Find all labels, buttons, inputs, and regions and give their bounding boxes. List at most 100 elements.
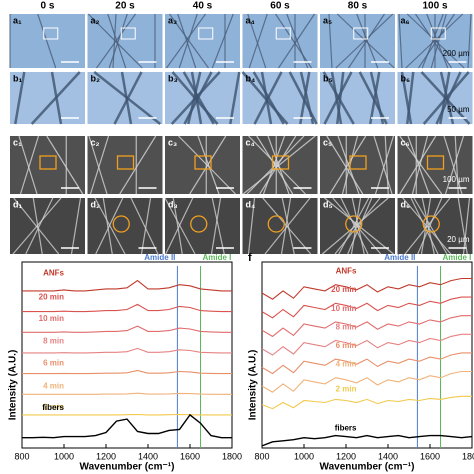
fiber xyxy=(384,135,389,195)
fiber xyxy=(248,135,306,195)
fiber xyxy=(324,197,394,255)
fiber xyxy=(358,71,388,125)
fiber xyxy=(407,135,430,195)
series-label: 2 min xyxy=(336,384,357,393)
series-label: fibers xyxy=(335,424,357,433)
fiber xyxy=(187,71,202,125)
fiber xyxy=(253,71,283,125)
panel-label: b₁ xyxy=(13,73,22,83)
fibers xyxy=(328,13,395,69)
fiber xyxy=(467,13,472,69)
series-label: 10 min xyxy=(331,304,356,313)
fiber xyxy=(421,13,444,69)
fiber xyxy=(405,13,464,69)
x-axis-label: Wavenumber (cm⁻¹) xyxy=(320,462,415,473)
roi-box xyxy=(349,155,367,170)
fiber xyxy=(246,135,305,195)
fiber xyxy=(178,13,198,69)
reference-label: Amide II xyxy=(144,253,175,262)
fiber xyxy=(177,13,197,69)
micrograph xyxy=(87,14,163,68)
fiber xyxy=(444,135,465,195)
fiber xyxy=(247,197,256,255)
roi-box xyxy=(275,27,291,40)
fiber xyxy=(443,135,463,195)
x-tick-label: 800 xyxy=(14,451,29,461)
time-label: 0 s xyxy=(41,1,55,12)
fiber xyxy=(46,135,84,195)
panel-label: d₁ xyxy=(13,199,22,209)
series-label: 4 min xyxy=(336,360,357,369)
fiber xyxy=(439,71,451,125)
micrograph xyxy=(165,72,240,124)
panel-label: d₃ xyxy=(168,199,178,209)
x-tick-label: 1800 xyxy=(462,451,474,461)
fibers xyxy=(166,13,234,69)
series-label: fibers xyxy=(42,403,64,412)
panel-label: d₄ xyxy=(246,199,256,209)
fibers xyxy=(321,197,394,255)
fibers xyxy=(88,135,157,195)
series-label: ANFs xyxy=(43,269,64,278)
scale-label: 100 µm xyxy=(443,175,470,184)
fiber xyxy=(119,135,157,195)
fibers xyxy=(247,197,312,255)
fiber xyxy=(30,71,81,125)
fibers xyxy=(14,71,81,125)
spectrum xyxy=(22,325,232,333)
spectrum xyxy=(261,277,472,300)
fiber xyxy=(112,13,117,69)
fiber xyxy=(336,13,395,69)
fiber xyxy=(102,197,113,255)
reference-label: Amide I xyxy=(203,253,232,262)
spectrum xyxy=(261,370,472,393)
roi-box xyxy=(426,155,445,170)
fiber xyxy=(229,71,241,125)
fiber xyxy=(406,13,465,69)
fiber xyxy=(25,197,54,255)
roi-box xyxy=(120,27,136,40)
x-tick-label: 1200 xyxy=(336,451,356,461)
fiber xyxy=(169,13,209,69)
fiber xyxy=(374,135,395,195)
fibers xyxy=(402,197,471,255)
fiber xyxy=(321,197,389,255)
panel-label: c₆ xyxy=(401,137,410,147)
fiber xyxy=(426,13,449,69)
fiber xyxy=(178,135,236,195)
fiber xyxy=(197,135,220,195)
panel-label: b₅ xyxy=(323,73,333,83)
panel-label: c₁ xyxy=(13,137,22,147)
fiber xyxy=(262,197,312,255)
fiber xyxy=(211,13,234,69)
fibers xyxy=(241,71,318,125)
fiber xyxy=(337,135,360,195)
roi-circle xyxy=(345,215,363,233)
x-tick-label: 1200 xyxy=(96,451,116,461)
spectrum xyxy=(261,315,472,338)
spectrum xyxy=(22,413,232,439)
panel-label: c₂ xyxy=(91,137,100,147)
fiber xyxy=(248,13,268,69)
x-tick-label: 1400 xyxy=(138,451,158,461)
fiber xyxy=(338,197,370,255)
roi-circle xyxy=(422,215,440,233)
fiber xyxy=(332,197,382,255)
spectrum xyxy=(261,333,472,356)
fibers xyxy=(170,71,241,125)
fibers xyxy=(247,13,315,69)
panel-label: a₆ xyxy=(401,15,410,25)
x-axis-label: Wavenumber (cm⁻¹) xyxy=(80,462,175,473)
fiber xyxy=(107,13,127,69)
fibers xyxy=(12,197,82,255)
spectrum xyxy=(261,296,472,319)
x-tick-label: 1000 xyxy=(294,451,314,461)
spectrum xyxy=(22,279,232,292)
time-label: 20 s xyxy=(115,1,135,12)
series-label: 6 min xyxy=(43,359,64,368)
scale-label: 20 µm xyxy=(447,235,470,244)
micrograph xyxy=(242,198,318,254)
fiber xyxy=(18,135,38,195)
roi-box xyxy=(116,155,135,170)
fiber xyxy=(172,197,183,255)
